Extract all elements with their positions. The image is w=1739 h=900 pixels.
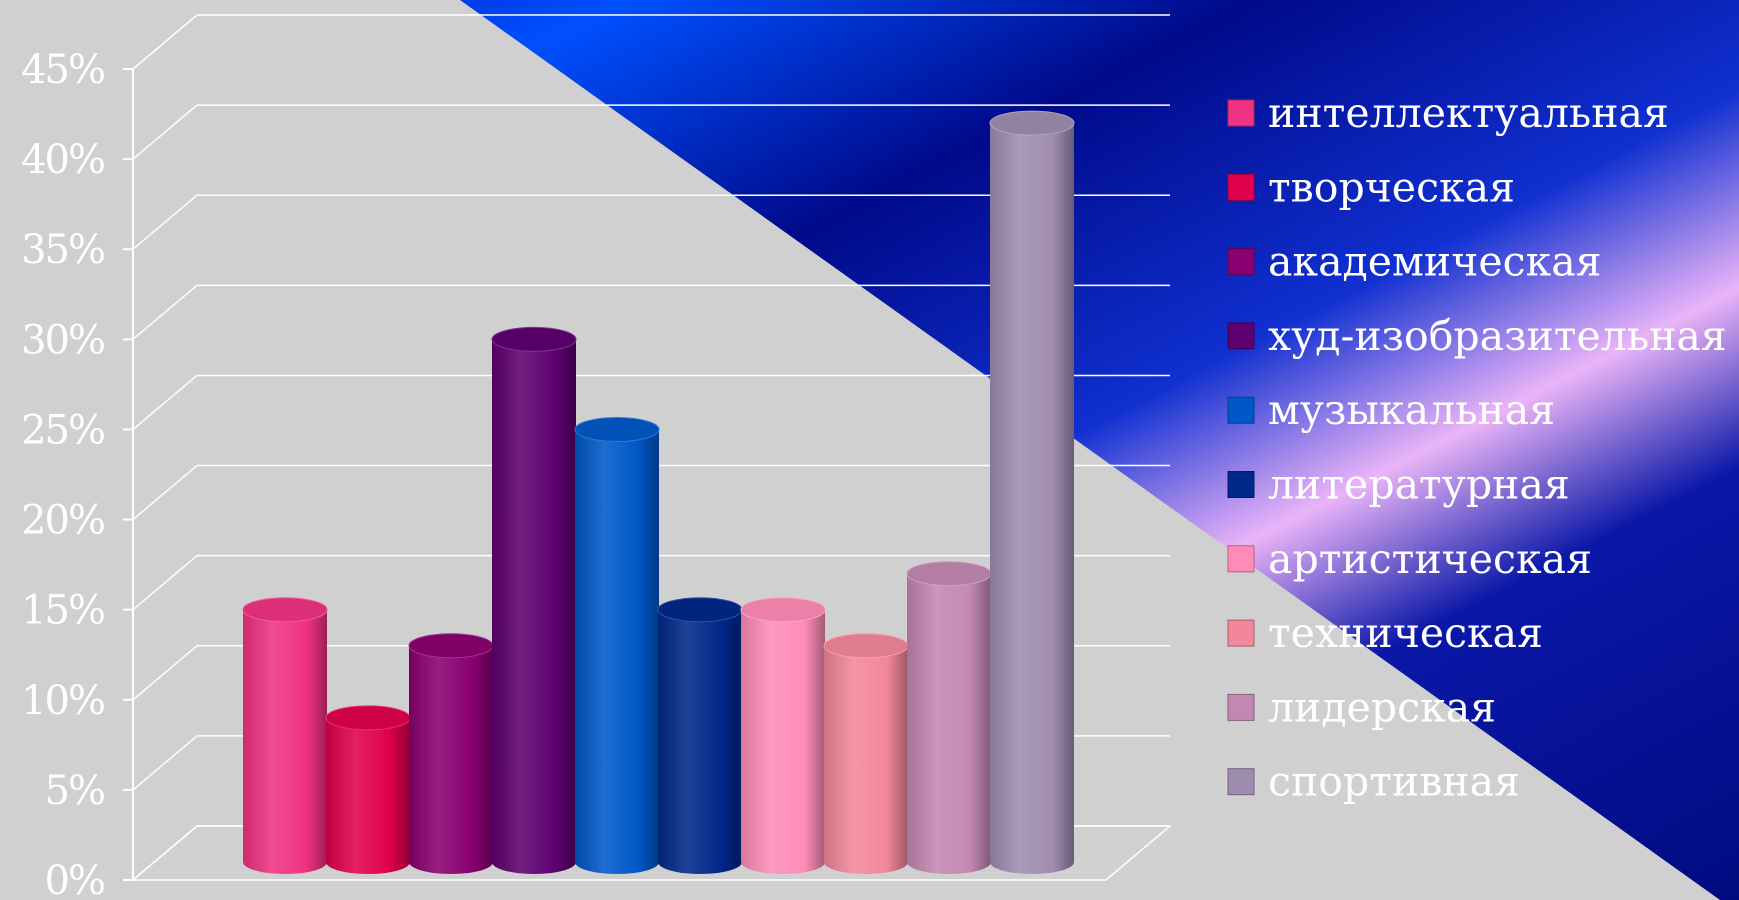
bar-body <box>492 339 576 874</box>
legend-swatch <box>1227 396 1255 424</box>
bar-top <box>408 633 494 659</box>
bar-3 <box>408 633 494 874</box>
legend-swatch <box>1227 248 1255 276</box>
bar-top <box>242 597 328 623</box>
legend-label: спортивная <box>1268 758 1520 806</box>
legend-swatch <box>1227 619 1255 647</box>
legend-swatch <box>1227 768 1255 796</box>
gridline-side <box>132 464 198 521</box>
legend-label: творческая <box>1268 163 1515 211</box>
bar-7 <box>740 597 826 874</box>
gridline-side <box>132 284 198 340</box>
legend-item: лидерская <box>1227 683 1496 731</box>
bar-body <box>409 645 493 874</box>
legend-swatch <box>1227 471 1255 498</box>
y-tick-label: 25% <box>21 407 104 453</box>
legend-label: интеллектуальная <box>1268 89 1669 137</box>
bar-top <box>823 633 909 659</box>
gridline-side <box>132 555 198 611</box>
legend-item: литературная <box>1227 461 1570 509</box>
gridline-side <box>132 645 198 701</box>
legend-item: творческая <box>1227 163 1515 211</box>
bar-8 <box>823 633 909 874</box>
legend-item: артистическая <box>1227 535 1592 583</box>
bar-top <box>740 597 826 623</box>
legend-label: лидерская <box>1268 683 1496 731</box>
bar-body <box>907 573 991 874</box>
legend-item: худ-изобразительная <box>1227 312 1727 360</box>
bar-body <box>575 429 659 874</box>
legend-label: музыкальная <box>1268 386 1555 434</box>
y-tick-label: 0% <box>45 858 104 900</box>
y-tick-label: 15% <box>21 588 104 634</box>
bar-body <box>243 609 327 874</box>
bar-body <box>990 123 1074 875</box>
bar-top <box>906 561 992 587</box>
gridline-side <box>132 14 198 70</box>
gridline-side <box>132 825 198 881</box>
bar-2 <box>325 705 411 874</box>
bar-10 <box>989 110 1075 875</box>
legend-label: худ-изобразительная <box>1268 312 1727 360</box>
bar-top <box>325 705 411 731</box>
legend-item: академическая <box>1227 238 1602 286</box>
bar-top <box>574 416 660 442</box>
bar-1 <box>242 597 328 874</box>
bar-4 <box>491 326 577 874</box>
bar-6 <box>657 597 743 874</box>
legend-label: техническая <box>1268 609 1543 657</box>
gridline-side <box>132 735 198 791</box>
legend-label: артистическая <box>1268 535 1592 583</box>
y-tick-label: 20% <box>21 498 104 544</box>
gridline-side <box>132 374 198 431</box>
legend-label: академическая <box>1268 238 1602 286</box>
y-tick-label: 40% <box>21 137 104 183</box>
bar-top <box>491 326 577 352</box>
bar-body <box>658 609 742 874</box>
legend-swatch <box>1227 99 1255 127</box>
y-tick-label: 30% <box>21 317 104 363</box>
legend-swatch <box>1227 173 1255 201</box>
gridline-side <box>132 194 198 250</box>
legend-swatch <box>1227 322 1255 350</box>
legend-label: литературная <box>1268 461 1570 509</box>
legend: интеллектуальная творческая академическая х… <box>1227 89 1727 806</box>
gridline-side <box>132 104 198 160</box>
legend-swatch <box>1227 545 1255 573</box>
legend-swatch <box>1227 693 1255 721</box>
bars <box>242 110 1075 875</box>
bar-9 <box>906 561 992 874</box>
bar-5 <box>574 416 660 874</box>
legend-item: спортивная <box>1227 758 1520 806</box>
legend-item: техническая <box>1227 609 1543 657</box>
y-tick-label: 5% <box>45 768 104 814</box>
legend-item: интеллектуальная <box>1227 89 1669 137</box>
bar-body <box>741 609 825 874</box>
bar-top <box>989 110 1075 136</box>
y-tick-label: 35% <box>21 227 104 273</box>
bar-body <box>824 645 908 874</box>
legend-item: музыкальная <box>1227 386 1555 434</box>
y-axis: 0% 5% 10% 15% 20% 25% 30% 35% 40% 45% <box>21 47 134 900</box>
y-tick-label: 45% <box>21 47 104 93</box>
y-tick-label: 10% <box>21 678 104 724</box>
bar-body <box>326 717 410 874</box>
bar-top <box>657 597 743 623</box>
